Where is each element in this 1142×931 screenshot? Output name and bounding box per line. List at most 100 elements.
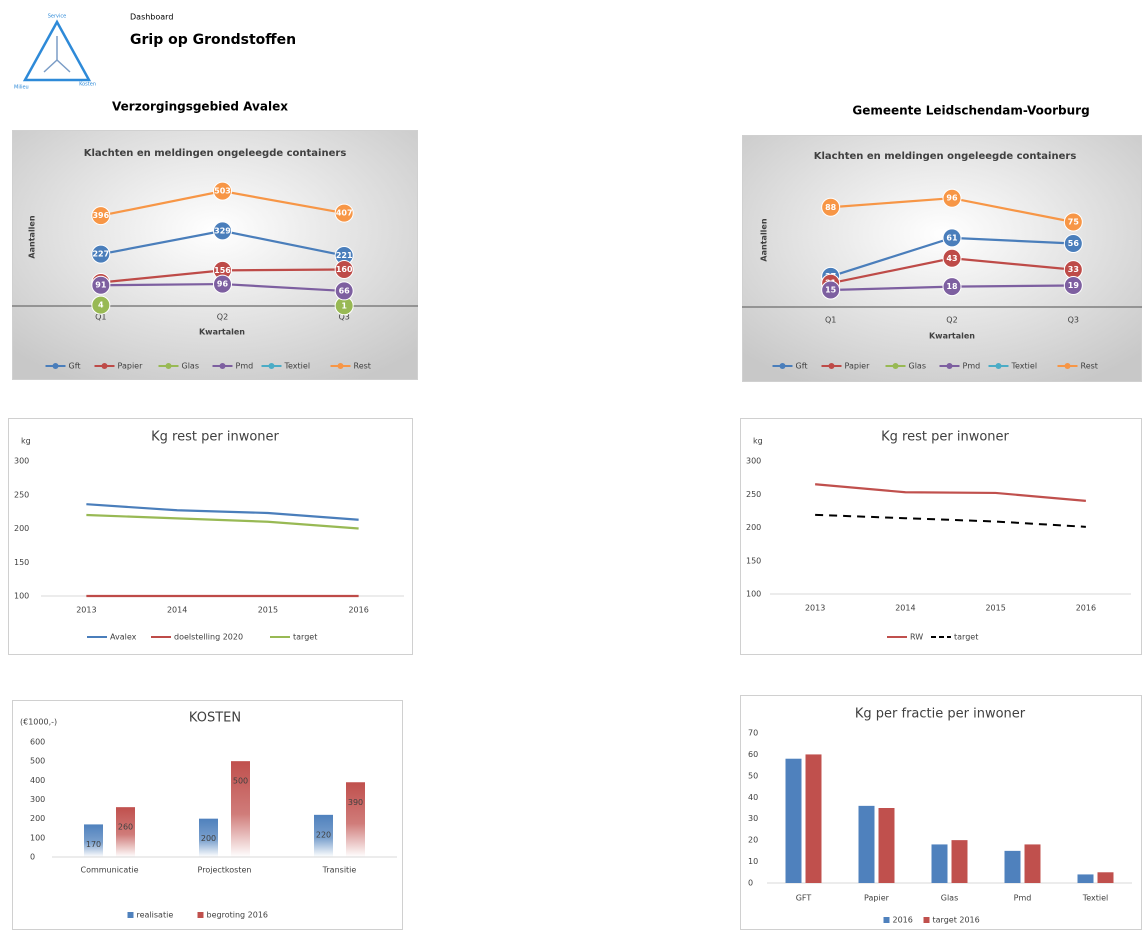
x-tick-label: Q3 [1068, 316, 1079, 325]
legend-marker [892, 363, 899, 369]
data-label: 56 [1068, 239, 1080, 248]
chart-title: Klachten en meldingen ongeleegde contain… [84, 148, 347, 159]
series-line [815, 513, 1086, 528]
y-tick-label: 60 [748, 750, 758, 759]
legend-marker [337, 363, 344, 369]
legend-label: Papier [118, 362, 144, 371]
chart-title: KOSTEN [189, 711, 241, 726]
x-tick-label: Pmd [1014, 894, 1032, 903]
legend-swatch [883, 917, 890, 923]
bar [805, 754, 822, 883]
x-tick-label: Q2 [946, 316, 957, 325]
bar [785, 758, 802, 883]
y-tick-label: 300 [14, 457, 29, 466]
y-tick-label: 100 [14, 592, 29, 601]
data-label: 390 [348, 798, 363, 807]
marker [821, 280, 841, 300]
chart: Klachten en meldingen ongeleegde contain… [12, 130, 418, 380]
y-tick-label: 600 [30, 738, 45, 747]
data-label: 170 [86, 840, 101, 849]
data-label: 19 [1068, 281, 1080, 290]
y-tick-label: 300 [746, 457, 761, 466]
y-axis-label: kg [753, 437, 763, 446]
y-tick-label: 30 [748, 814, 758, 823]
x-tick-label: Transitie [322, 866, 357, 875]
chart-area [8, 418, 413, 655]
legend-label: realisatie [137, 911, 174, 920]
legend-marker [1064, 363, 1071, 369]
y-tick-label: 70 [748, 729, 758, 738]
y-tick-label: 20 [748, 836, 758, 845]
chart-title: Kg rest per inwoner [881, 430, 1009, 445]
legend-label: target 2016 [933, 916, 980, 925]
x-axis-label: Kwartalen [929, 332, 975, 341]
chart: Kg rest per inwoner kg 100 150 200 250 300 2013… [740, 418, 1142, 655]
legend-marker [219, 363, 226, 369]
y-tick-label: 250 [14, 490, 29, 499]
marker [213, 221, 232, 241]
x-tick-label: 2014 [167, 606, 187, 615]
marker [942, 228, 962, 248]
legend-marker [995, 363, 1002, 369]
y-tick-label: 250 [746, 490, 761, 499]
data-label: 227 [92, 250, 109, 259]
data-label: 43 [946, 254, 957, 263]
data-label: 221 [336, 251, 353, 260]
x-tick-label: Q1 [825, 316, 836, 325]
legend-label: Gft [69, 362, 81, 371]
x-tick-label: Glas [941, 894, 959, 903]
legend-marker [779, 363, 786, 369]
data-label: 33 [1068, 265, 1079, 274]
legend-marker [165, 363, 172, 369]
y-axis-label: (€1000,-) [20, 718, 57, 727]
data-label: 220 [316, 830, 331, 839]
data-label: 15 [825, 286, 837, 295]
x-tick-label: 2015 [258, 606, 278, 615]
x-tick-label: 2015 [985, 604, 1005, 613]
legend-marker [268, 363, 275, 369]
bar [1004, 850, 1021, 883]
y-tick-label: 200 [30, 814, 45, 823]
bar [1097, 872, 1114, 883]
legend-label: Textiel [1011, 362, 1038, 371]
header-title: Grip op Grondstoffen [130, 32, 296, 48]
y-tick-label: 100 [746, 590, 761, 599]
x-tick-label: Projectkosten [198, 866, 252, 875]
chart-title: Kg per fractie per inwoner [855, 707, 1026, 722]
data-label: 260 [118, 823, 133, 832]
data-label: 156 [214, 266, 231, 275]
legend-label: Rest [1081, 362, 1098, 371]
legend-label: Gft [796, 362, 808, 371]
marker [1063, 234, 1083, 254]
bar [951, 840, 968, 883]
legend-marker [101, 363, 108, 369]
marker [942, 248, 962, 268]
x-tick-label: 2013 [76, 606, 96, 615]
legend-label: doelstelling 2020 [174, 633, 243, 642]
y-tick-label: 0 [748, 879, 753, 888]
section-title: Verzorgingsgebied Avalex [112, 100, 288, 114]
y-tick-label: 500 [30, 757, 45, 766]
data-label: 200 [201, 834, 216, 843]
y-tick-label: 400 [30, 776, 45, 785]
chart: Kg rest per inwoner kg 100 150 200 250 300 2013… [8, 418, 413, 655]
legend-label: Pmd [236, 362, 254, 371]
data-label: 75 [1068, 218, 1080, 227]
legend-marker [828, 363, 835, 369]
marker [1063, 212, 1083, 232]
data-label: 503 [214, 187, 231, 196]
legend-marker [946, 363, 953, 369]
marker [942, 188, 962, 208]
header-subtitle: Dashboard [130, 13, 173, 22]
legend-label: Pmd [963, 362, 981, 371]
legend-label: RW [910, 633, 923, 642]
plot: 170 200 220 260 500 390 [84, 761, 365, 857]
x-tick-label: Textiel [1082, 894, 1109, 903]
plot [815, 483, 1086, 528]
y-tick-label: 50 [748, 771, 758, 780]
data-label: 160 [336, 265, 353, 274]
bar [1024, 844, 1041, 883]
series-line [86, 503, 359, 521]
marker [91, 275, 111, 295]
